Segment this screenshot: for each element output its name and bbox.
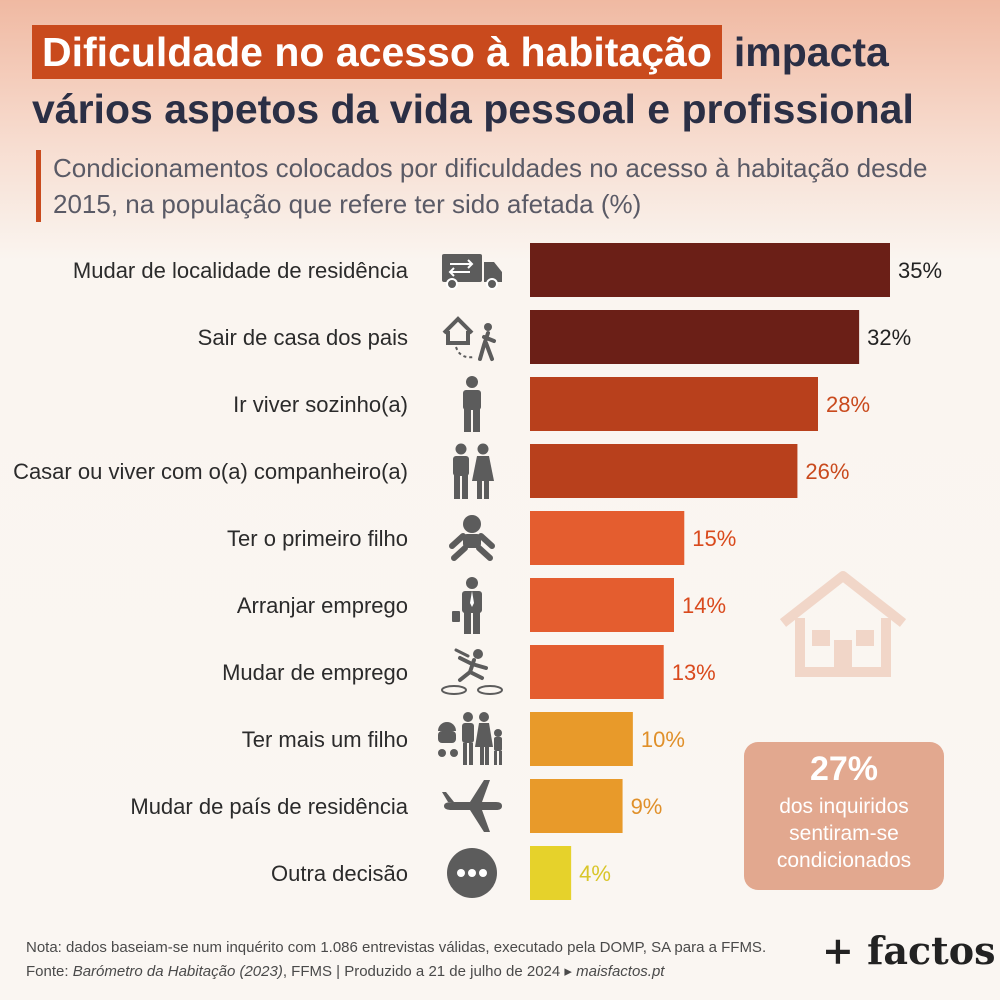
value-label: 14% xyxy=(682,593,726,618)
footer-source: Fonte: Barómetro da Habitação (2023), FF… xyxy=(26,960,766,984)
value-label: 28% xyxy=(826,392,870,417)
title-line-2: vários aspetos da vida pessoal e profiss… xyxy=(32,86,914,132)
callout-value: 27% xyxy=(809,750,879,788)
businessman-icon xyxy=(452,577,482,634)
truck-icon xyxy=(442,254,502,290)
category-label: Ter o primeiro filho xyxy=(227,526,408,551)
source-prefix: Fonte: xyxy=(26,963,69,980)
value-label: 9% xyxy=(631,794,663,819)
house-icon xyxy=(779,571,907,677)
bar xyxy=(530,377,818,431)
category-label: Mudar de país de residência xyxy=(130,794,408,819)
category-label: Casar ou viver com o(a) companheiro(a) xyxy=(13,459,408,484)
chart-title: Dificuldade no acesso à habitação impact… xyxy=(32,24,972,133)
bar-chart: Mudar de localidade de residência 35% Sair… xyxy=(13,243,942,900)
jump-icon xyxy=(441,648,503,695)
source-link[interactable]: maisfactos.pt xyxy=(576,963,665,980)
bar xyxy=(530,310,860,364)
value-label: 32% xyxy=(867,325,911,350)
category-label: Ir viver sozinho(a) xyxy=(233,392,408,417)
chart-subtitle: Condicionamentos colocados por dificulda… xyxy=(36,150,973,222)
more-icon xyxy=(447,848,497,898)
callout-box: 27% dos inquiridos sentiram-se condicion… xyxy=(744,742,944,890)
title-highlight: Dificuldade no acesso à habitação xyxy=(32,25,722,79)
footer-note: Nota: dados baseiam-se num inquérito com… xyxy=(26,939,767,956)
bar xyxy=(530,779,623,833)
value-label: 15% xyxy=(692,526,736,551)
baby-icon xyxy=(449,515,495,561)
footer: Nota: dados baseiam-se num inquérito com… xyxy=(26,936,766,984)
airplane-icon xyxy=(442,780,502,832)
category-label: Mudar de emprego xyxy=(222,660,408,685)
category-label: Outra decisão xyxy=(271,861,408,886)
couple-icon xyxy=(453,443,494,499)
value-label: 4% xyxy=(579,861,611,886)
bar xyxy=(530,444,798,498)
bar xyxy=(530,243,890,297)
bar xyxy=(530,511,685,565)
leaving-home-icon xyxy=(442,316,496,361)
value-label: 10% xyxy=(641,727,685,752)
bar xyxy=(530,578,674,632)
title-rest: impacta xyxy=(733,28,889,75)
family-icon xyxy=(438,712,502,765)
category-label: Arranjar emprego xyxy=(237,593,408,618)
brand-logo: + factos xyxy=(822,928,996,973)
value-label: 35% xyxy=(898,258,942,283)
source-title: Barómetro da Habitação (2023) xyxy=(72,963,283,980)
value-label: 13% xyxy=(672,660,716,685)
source-rest: , FFMS | Produzido a 21 de julho de 2024… xyxy=(282,963,572,980)
category-label: Mudar de localidade de residência xyxy=(73,258,409,283)
callout-text: dos inquiridos sentiram-se condicionados xyxy=(776,795,912,872)
person-icon xyxy=(463,376,481,432)
category-label: Sair de casa dos pais xyxy=(198,325,408,350)
bar xyxy=(530,712,633,766)
value-label: 26% xyxy=(805,459,849,484)
category-label: Ter mais um filho xyxy=(242,727,408,752)
bar xyxy=(530,846,572,900)
bar xyxy=(530,645,664,699)
